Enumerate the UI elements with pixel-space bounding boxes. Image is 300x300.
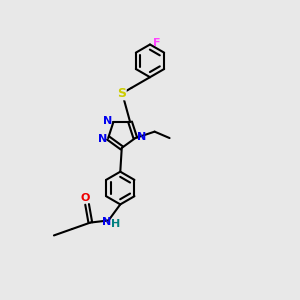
Text: O: O bbox=[81, 194, 90, 203]
Text: F: F bbox=[153, 38, 160, 48]
Text: N: N bbox=[102, 217, 112, 227]
Text: N: N bbox=[98, 134, 107, 144]
Text: H: H bbox=[111, 219, 121, 229]
Text: S: S bbox=[117, 87, 126, 100]
Text: N: N bbox=[137, 132, 146, 142]
Text: N: N bbox=[103, 116, 112, 126]
